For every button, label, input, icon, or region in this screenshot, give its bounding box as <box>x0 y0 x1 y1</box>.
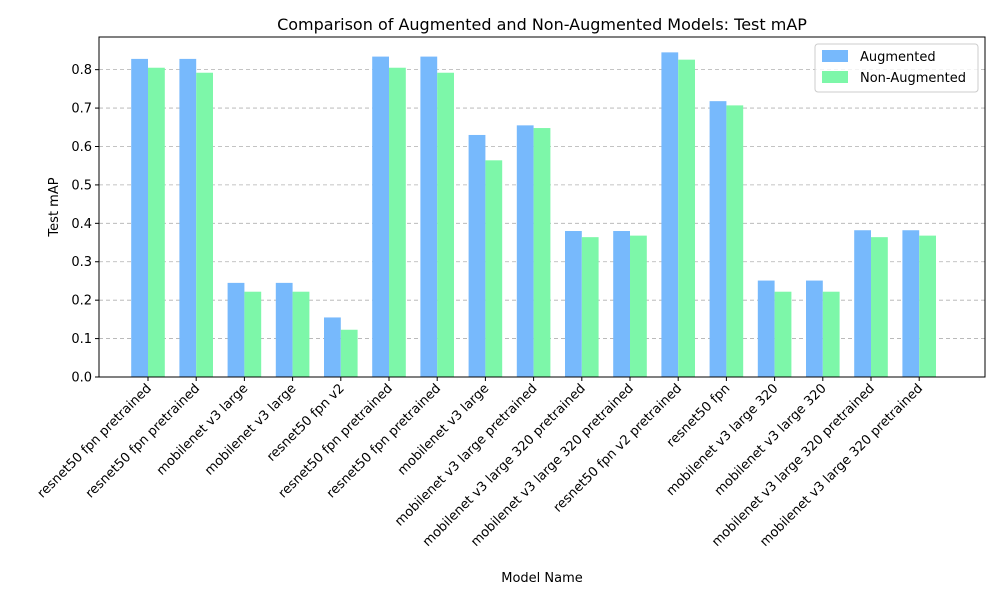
bar-augmented <box>275 282 293 377</box>
bar-augmented <box>806 280 823 377</box>
chart-title: Comparison of Augmented and Non-Augmente… <box>277 15 807 34</box>
bar-augmented <box>854 230 871 377</box>
bar-augmented <box>902 230 920 377</box>
bar-augmented <box>179 58 197 377</box>
bar-augmented <box>613 231 630 377</box>
bar-augmented <box>420 56 438 377</box>
bar-augmented <box>372 56 389 377</box>
bar-augmented <box>757 280 775 377</box>
bar-non-augmented <box>919 235 936 377</box>
bar-augmented <box>516 125 534 378</box>
y-tick-label: 0.1 <box>71 332 92 347</box>
bar-non-augmented <box>389 67 406 377</box>
plot-frame <box>98 36 986 378</box>
bar-augmented <box>227 282 245 377</box>
bar-non-augmented <box>244 291 262 377</box>
y-tick-label: 0.4 <box>71 217 92 232</box>
legend-swatch-augmented <box>822 50 848 62</box>
bar-non-augmented <box>581 237 599 377</box>
y-axis: 0.0 0.1 0.2 0.3 0.4 0.5 0.6 0.7 0.8 <box>71 63 99 386</box>
y-tick-label: 0.7 <box>71 102 92 117</box>
y-axis-label: Test mAP <box>47 177 62 237</box>
legend-box <box>814 43 979 93</box>
bar-non-augmented <box>196 72 213 377</box>
bar-non-augmented <box>485 160 503 377</box>
y-tick-label: 0.3 <box>71 255 92 270</box>
bar-non-augmented <box>774 291 792 377</box>
y-tick-label: 0.5 <box>71 178 92 193</box>
bar-non-augmented <box>726 105 744 377</box>
x-axis-label: Model Name <box>501 571 583 586</box>
legend: Augmented Non-Augmented <box>814 43 979 93</box>
bar-non-augmented <box>871 237 888 377</box>
legend-label-augmented: Augmented <box>860 50 936 65</box>
bar-augmented <box>565 231 582 377</box>
bar-non-augmented <box>292 291 310 377</box>
bar-augmented <box>709 101 727 377</box>
bar-augmented <box>131 58 148 377</box>
y-tick-label: 0.2 <box>71 294 92 309</box>
legend-swatch-non-augmented <box>822 71 848 83</box>
bar-non-augmented <box>822 291 840 377</box>
bar-augmented <box>661 52 679 377</box>
bar-non-augmented <box>533 128 551 377</box>
bar-non-augmented <box>148 67 165 377</box>
bar-non-augmented <box>678 59 695 378</box>
y-tick-label: 0.8 <box>71 63 92 78</box>
y-tick-label: 0.0 <box>71 371 92 386</box>
bars-group <box>131 52 936 378</box>
bar-non-augmented <box>630 235 647 377</box>
legend-label-non-augmented: Non-Augmented <box>860 71 966 86</box>
y-tick-label: 0.6 <box>71 140 92 155</box>
bar-augmented <box>324 317 341 377</box>
bar-non-augmented <box>340 329 358 377</box>
bar-augmented <box>468 134 486 377</box>
bar-non-augmented <box>437 72 454 377</box>
